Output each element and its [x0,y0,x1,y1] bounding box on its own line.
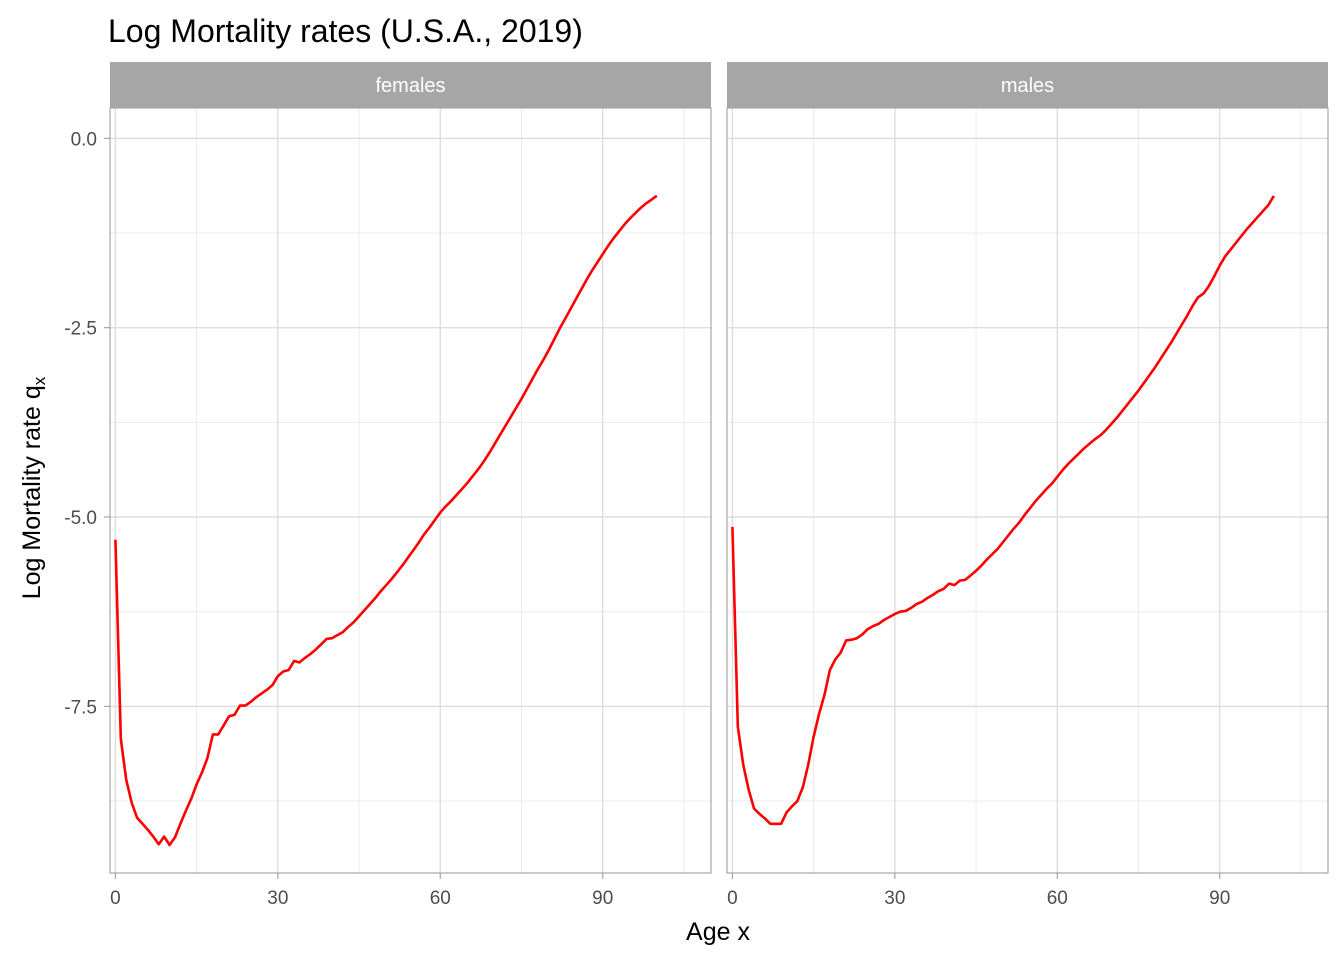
y-tick-label: -5.0 [64,508,97,529]
y-axis-title: Log Mortality rate qx [18,376,49,599]
x-tick-label: 0 [110,888,121,909]
y-tick-label: -7.5 [64,697,97,718]
strip-background [110,62,711,108]
x-tick-label: 60 [430,888,451,909]
strip-background [727,62,1328,108]
panel-males: males 0 30 60 90 [726,62,1329,909]
x-tick-label: 60 [1047,888,1068,909]
x-tick-label: 90 [592,888,613,909]
strip-label: males [1001,75,1054,97]
y-axis-title-subscript: x [30,376,49,385]
x-tick-label: 30 [884,888,905,909]
y-tick-label: 0.0 [71,129,97,150]
x-tick-label: 0 [727,888,738,909]
panel-border [726,107,1329,874]
x-tick-label: 90 [1209,888,1230,909]
panel-background [110,108,711,873]
panel-background [727,108,1328,873]
x-axis-title: Age x [686,918,750,946]
y-tick-label: -2.5 [64,319,97,340]
series-line-females [114,194,658,847]
panels: females 0 30 60 90 0.0 -2.5 -5.0 -7.5 males 0 30 60 9… [64,62,1329,909]
series-line-males [731,195,1275,826]
panel-border [109,107,712,874]
strip-label: females [375,75,445,97]
y-axis-title-main: Log Mortality rate q [18,385,46,599]
chart-title: Log Mortality rates (U.S.A., 2019) [108,13,583,49]
panel-females: females 0 30 60 90 0.0 -2.5 -5.0 -7.5 [64,62,712,909]
x-tick-label: 30 [267,888,288,909]
